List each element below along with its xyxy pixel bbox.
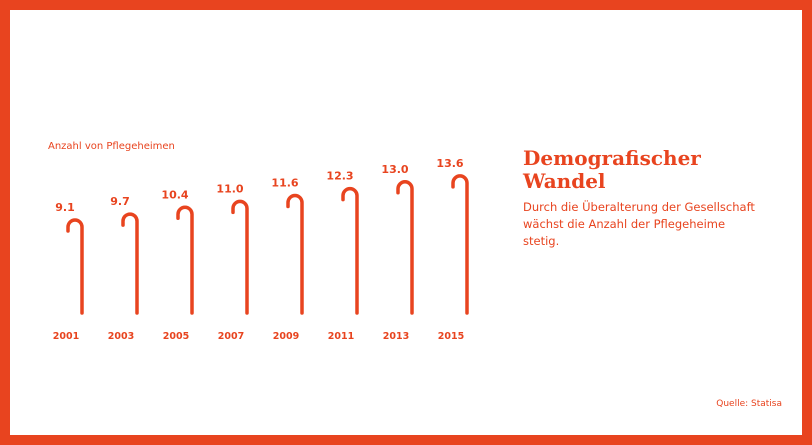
value-label-2007: 11.0	[216, 182, 243, 195]
cane-bar-2015	[451, 174, 469, 315]
source-note: Quelle: Statisa	[716, 399, 782, 409]
x-tick-label-2005: 2005	[163, 331, 189, 342]
x-tick-label-2001: 2001	[53, 331, 79, 342]
value-label-2005: 10.4	[161, 188, 188, 201]
cane-bar-2013	[396, 180, 414, 315]
cane-bar-2001	[66, 218, 84, 315]
x-tick-label-2011: 2011	[328, 331, 354, 342]
x-tick-label-2007: 2007	[218, 331, 244, 342]
x-tick-label-2009: 2009	[273, 331, 299, 342]
value-label-2003: 9.7	[110, 195, 130, 208]
cane-bar-2003	[121, 212, 139, 315]
x-tick-label-2013: 2013	[383, 331, 409, 342]
x-tick-label-2003: 2003	[108, 331, 134, 342]
value-label-2013: 13.0	[381, 163, 408, 176]
value-label-2001: 9.1	[55, 201, 75, 214]
value-label-2009: 11.6	[271, 177, 298, 190]
description-text: Durch die Überalterung der Gesellschaft …	[523, 200, 755, 248]
cane-bar-2009	[286, 193, 304, 315]
x-tick-label-2015: 2015	[438, 331, 464, 342]
value-label-2011: 12.3	[326, 170, 353, 183]
cane-bar-2007	[231, 199, 249, 315]
y-axis-label: Anzahl von Pflegeheimen	[48, 141, 175, 152]
headline: Demografischer Wandel	[523, 146, 701, 193]
value-label-2015: 13.6	[436, 157, 463, 170]
cane-bar-2011	[341, 186, 359, 315]
cane-bar-2005	[176, 205, 194, 315]
